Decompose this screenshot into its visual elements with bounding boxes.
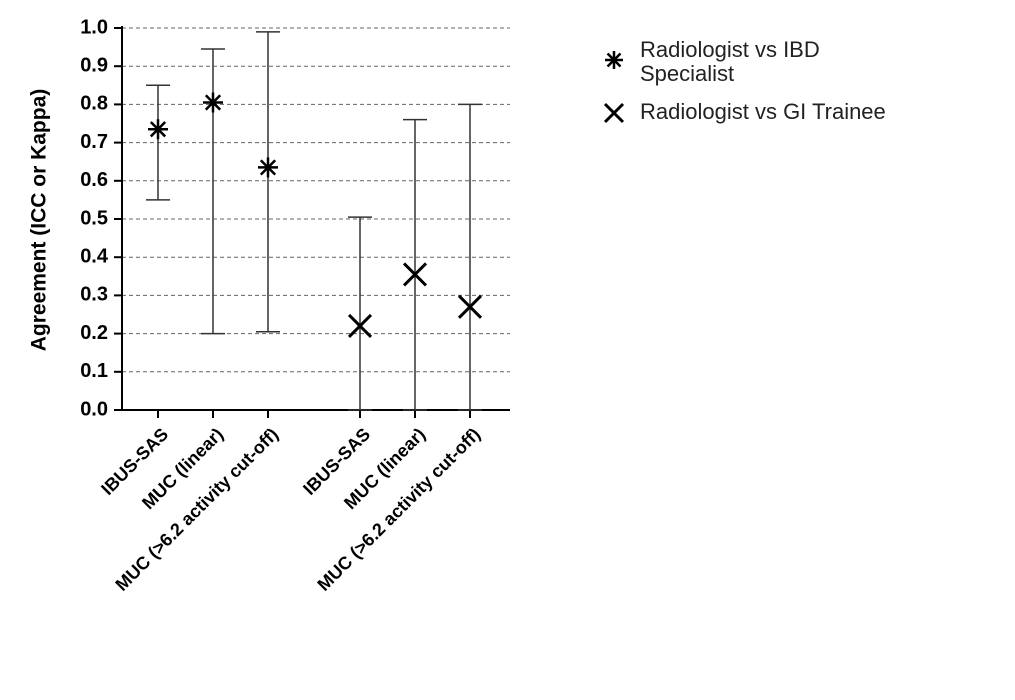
y-tick-label: 0.7: [80, 131, 108, 153]
y-tick-label: 1.0: [80, 16, 108, 38]
marker: [603, 102, 625, 124]
legend-swatch: [605, 51, 623, 69]
marker: [258, 157, 278, 178]
marker-stroke: [457, 294, 483, 319]
chart: Agreement (ICC or Kappa) 0.0 0.1 0.2 0.3 0.4…: [28, 16, 510, 595]
marker-stroke: [347, 313, 373, 339]
marker-stroke: [603, 102, 625, 124]
marker: [203, 92, 223, 113]
marker: [347, 313, 373, 339]
y-axis-label: Agreement (ICC or Kappa): [28, 89, 51, 352]
y-tick-label: 0.5: [80, 207, 108, 229]
legend-label: Radiologist vs IBD Specialist: [640, 37, 820, 86]
marker-stroke: [259, 159, 277, 176]
legend-item: Radiologist vs GI Trainee: [600, 100, 915, 126]
y-tick-label: 0.3: [80, 284, 108, 306]
legend-label: Radiologist vs GI Trainee: [640, 99, 886, 124]
y-tick-label: 0.2: [80, 322, 108, 344]
legend-item: Radiologist vs IBD Specialist: [600, 38, 915, 86]
y-tick-label: 0.8: [80, 93, 108, 115]
marker-stroke: [606, 52, 622, 68]
marker: [148, 119, 168, 140]
marker: [457, 294, 483, 319]
marker-stroke: [204, 94, 222, 111]
y-tick-label: 0.1: [80, 360, 108, 382]
marker: [605, 51, 623, 69]
marker-stroke: [149, 121, 167, 138]
y-tick-label: 0.4: [80, 245, 109, 267]
legend-swatch: [603, 102, 625, 124]
y-tick-label: 0.6: [80, 169, 108, 191]
marker: [402, 262, 428, 287]
y-tick-label: 0.0: [80, 398, 108, 420]
marker-stroke: [402, 262, 428, 287]
y-tick-label: 0.9: [80, 54, 108, 76]
legend: Radiologist vs IBD Specialist Radiologist…: [600, 38, 915, 140]
